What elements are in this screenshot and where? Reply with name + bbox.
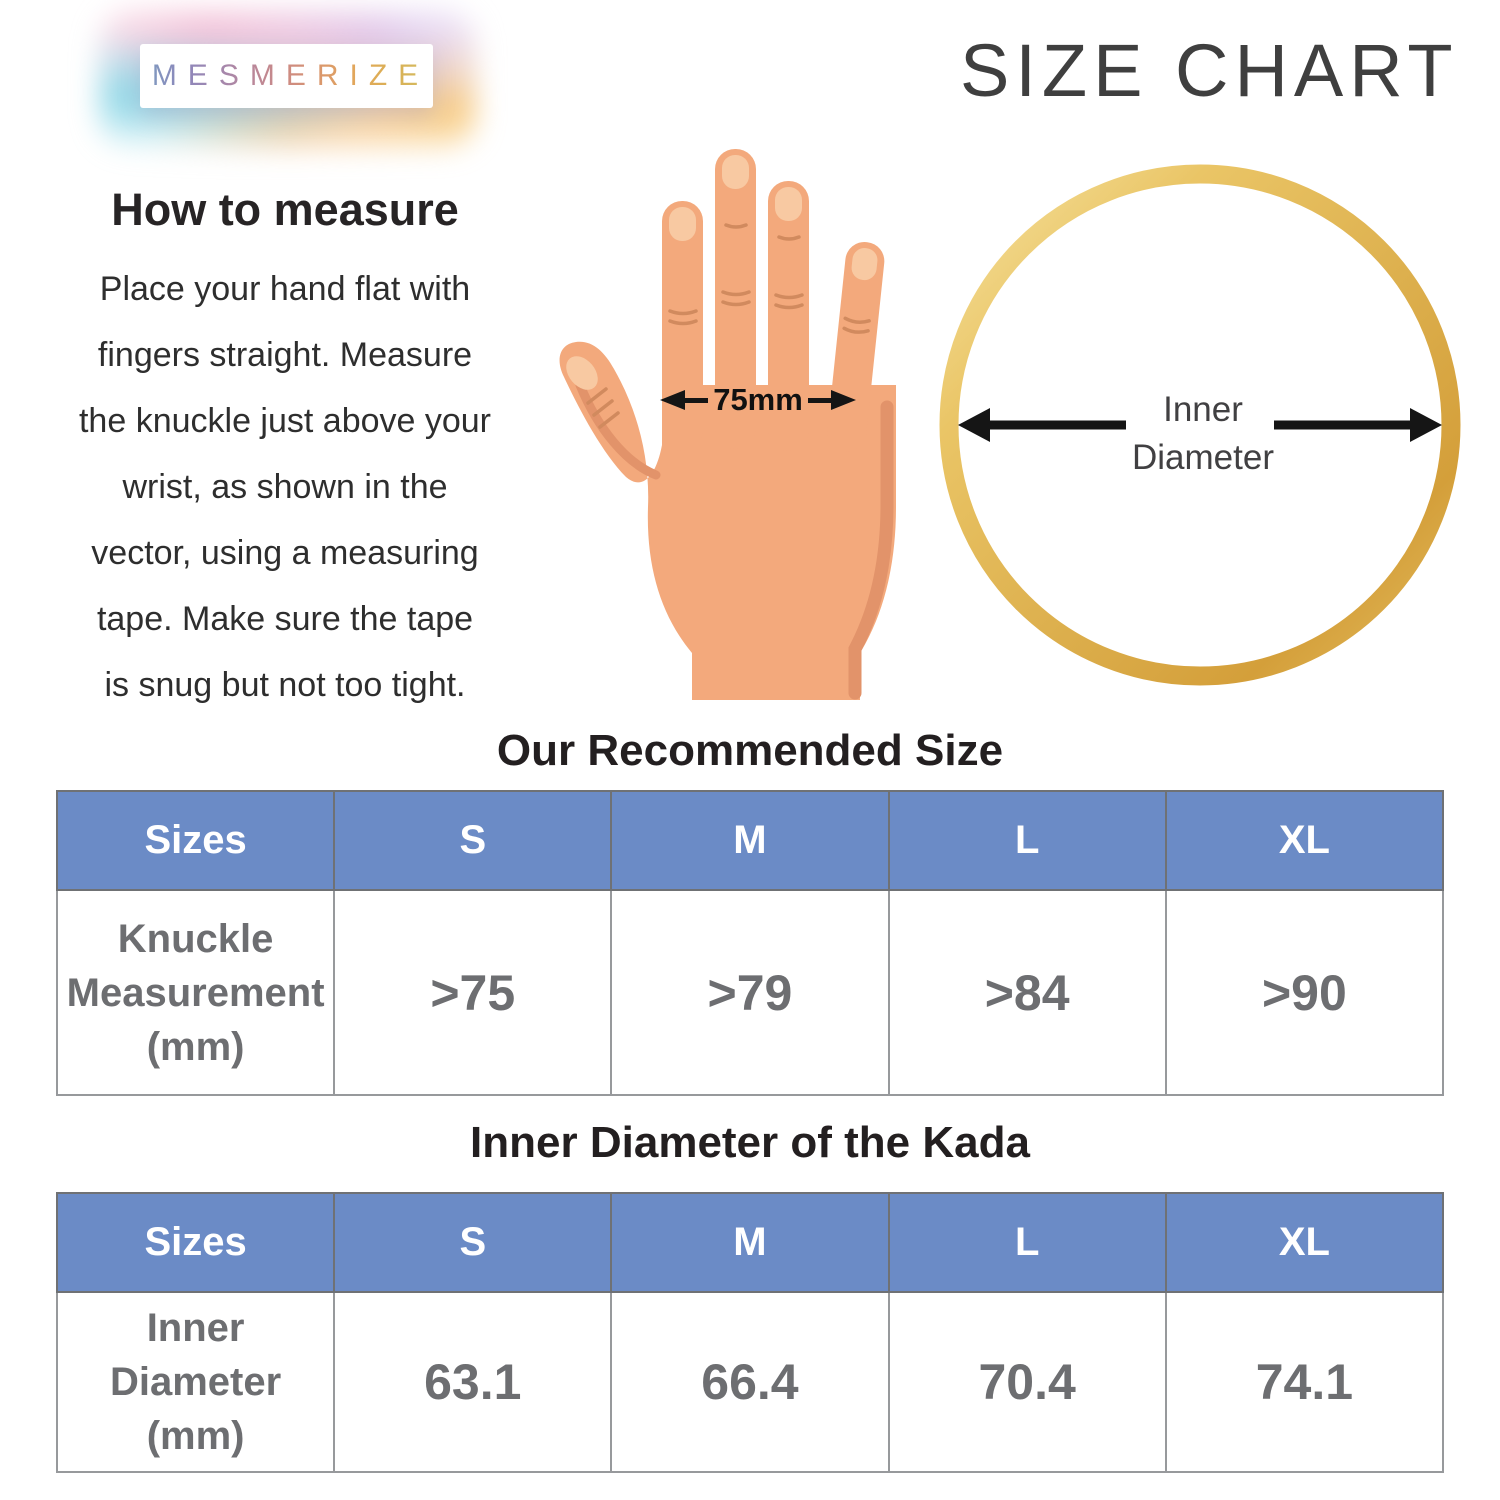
arrow-bar [807,397,832,403]
knuckle-measure-arrow: 75mm [660,382,857,417]
instruction-line: wrist, as shown in the [122,468,448,506]
table-row: Inner Diameter (mm) 63.1 66.4 70.4 74.1 [55,1291,1445,1473]
instruction-line: is snug but not too tight. [104,666,466,704]
row-label-inner-diameter: Inner Diameter (mm) [55,1291,336,1473]
instruction-line: tape. Make sure the tape [96,600,474,638]
table-header-row: Sizes S M L XL [55,790,1445,891]
value-xl: >90 [1164,889,1445,1096]
instruction-line: the knuckle just above your [78,402,492,440]
header-cell-xl: XL [1164,1192,1445,1293]
instruction-line: Place your hand flat with [99,270,471,308]
header-cell-l: L [887,790,1167,891]
value-l: 70.4 [887,1291,1167,1473]
brand-logo-text: MESMERIZE [144,59,429,93]
header-cell-m: M [610,790,890,891]
arrow-right-icon [831,390,857,410]
value-m: 66.4 [610,1291,890,1473]
table-row: Knuckle Measurement (mm) >75 >79 >84 >90 [55,889,1445,1096]
value-s: >75 [333,889,613,1096]
hand-svg [559,149,896,700]
arrow-bar [685,397,709,403]
header-cell-m: M [610,1192,890,1293]
header-cell-l: L [887,1192,1167,1293]
brand-logo: MESMERIZE [140,44,433,108]
header-cell-s: S [333,1192,613,1293]
page-title: SIZE CHART [960,29,1459,112]
table-header-row: Sizes S M L XL [55,1192,1445,1293]
inner-diameter-table: Sizes S M L XL Inner Diameter (mm) 63.1 … [55,1192,1445,1473]
header-cell-sizes: Sizes [55,790,336,891]
row-label-knuckle: Knuckle Measurement (mm) [55,889,336,1096]
header-cell-xl: XL [1164,790,1445,891]
value-s: 63.1 [333,1291,613,1473]
value-xl: 74.1 [1164,1291,1445,1473]
knuckle-measure-label: 75mm [713,382,803,417]
recommended-size-heading: Our Recommended Size [496,726,1004,775]
instruction-line: vector, using a measuring [91,534,479,572]
recommended-size-table: Sizes S M L XL Knuckle Measurement (mm) … [55,790,1445,1096]
header-cell-sizes: Sizes [55,1192,336,1293]
value-m: >79 [610,889,890,1096]
inner-diameter-label: Inner Diameter [1132,390,1274,477]
bangle-svg [939,164,1461,686]
instruction-line: fingers straight. Measure [97,336,473,374]
hand-illustration [550,145,910,705]
bangle-illustration [930,155,1470,695]
how-to-measure-heading: How to measure [111,184,459,235]
inner-diameter-heading: Inner Diameter of the Kada [470,1118,1030,1167]
arrow-left-icon [660,390,685,410]
how-to-measure-text: Place your hand flat with fingers straig… [25,256,545,718]
value-l: >84 [887,889,1167,1096]
header-cell-s: S [333,790,613,891]
